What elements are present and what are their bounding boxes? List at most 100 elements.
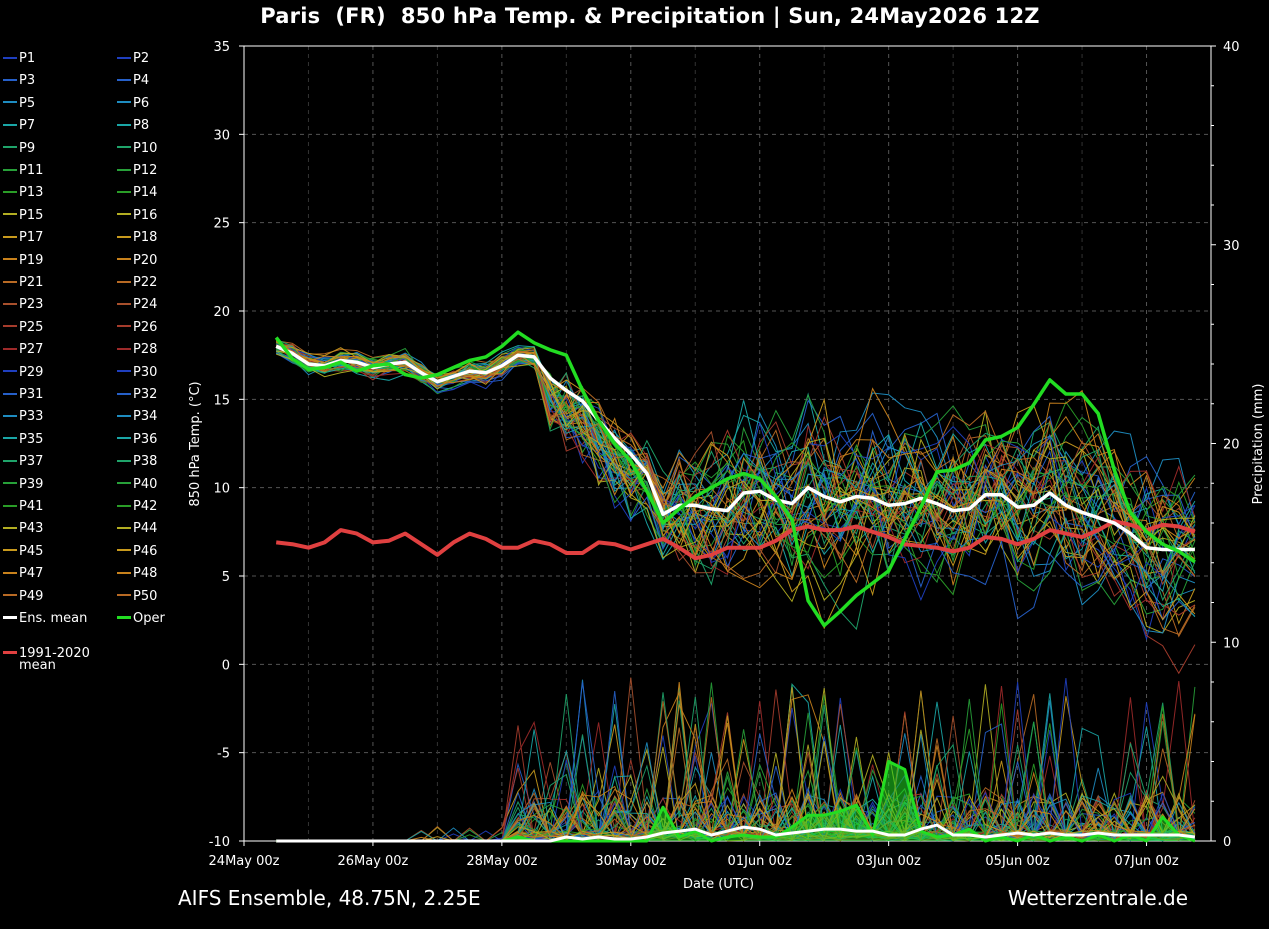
x-tick-label: 05Jun 00z <box>985 854 1050 869</box>
legend-swatch <box>3 571 17 574</box>
legend-swatch <box>3 146 17 149</box>
legend-item-member: P26 <box>117 319 158 335</box>
x-tick-label: 24May 00z <box>209 854 280 869</box>
legend-swatch <box>3 437 17 440</box>
y-tick-label: 20 <box>213 305 230 320</box>
y2-axis-label: Precipitation (mm) <box>1251 384 1266 505</box>
legend-label: P31 <box>19 387 44 402</box>
legend-item-member: P36 <box>117 431 158 447</box>
legend-label: P28 <box>133 342 158 358</box>
oper-line <box>274 330 1196 628</box>
legend-label: P38 <box>133 454 158 470</box>
legend-item-member: P2 <box>117 52 149 66</box>
legend-item-member: P1 <box>3 52 35 66</box>
legend-label: P2 <box>133 51 150 66</box>
legend-label: 1991-2020 <box>19 645 90 661</box>
legend-label: P50 <box>133 588 158 604</box>
legend-swatch <box>3 594 17 597</box>
member-line <box>275 344 1196 602</box>
legend-label: P49 <box>19 588 44 604</box>
legend-label: P16 <box>133 207 158 223</box>
legend-item-member: P30 <box>117 365 157 380</box>
legend-item-member: P11 <box>3 164 43 178</box>
legend-swatch <box>117 190 131 193</box>
legend-swatch <box>117 549 131 552</box>
legend-label: P48 <box>133 566 158 582</box>
legend-item-member: P25 <box>3 319 44 335</box>
legend-swatch <box>117 302 131 305</box>
legend-swatch <box>3 392 17 395</box>
legend-item-member: P21 <box>3 276 43 290</box>
y-tick-label: 5 <box>222 570 230 585</box>
legend-label: P33 <box>19 409 44 425</box>
legend-label: P12 <box>133 163 158 178</box>
legend-swatch <box>3 347 17 350</box>
legend-swatch <box>3 78 17 81</box>
legend-item-member: P48 <box>117 567 157 581</box>
legend-item-member: P47 <box>3 567 43 581</box>
legend-label: P25 <box>19 319 44 335</box>
legend-label: P20 <box>133 252 158 268</box>
legend-item-member: P16 <box>117 207 158 223</box>
y-axis-label: 850 hPa Temp. (°C) <box>188 381 203 506</box>
legend-swatch <box>117 101 131 104</box>
legend-item-member: P9 <box>3 141 35 156</box>
legend-swatch <box>3 168 17 171</box>
legend-item-member: P17 <box>3 231 43 245</box>
legend-item-member: P20 <box>117 252 158 268</box>
legend-label: mean <box>19 657 56 673</box>
y-tick-label: 0 <box>222 658 230 673</box>
legend-item-member: P49 <box>3 588 44 604</box>
legend-label: P22 <box>133 275 158 290</box>
legend-item-member: P3 <box>3 74 35 88</box>
legend-swatch <box>117 123 131 126</box>
legend-item-member: P38 <box>117 455 157 469</box>
legend-swatch <box>117 235 131 238</box>
plot-frame <box>243 45 1212 842</box>
y2-tick-label: 0 <box>1223 835 1231 850</box>
legend-swatch <box>117 482 131 485</box>
legend-label: P11 <box>19 163 44 178</box>
model-info: AIFS Ensemble, 48.75N, 2.25E <box>178 886 481 910</box>
legend-item-member: P13 <box>3 186 43 200</box>
legend-item-member: P23 <box>3 298 43 312</box>
legend-swatch <box>3 123 17 126</box>
legend-label: P6 <box>133 95 150 111</box>
legend-item-member: P34 <box>117 410 157 424</box>
member-line <box>276 350 1196 559</box>
legend-swatch <box>117 370 131 373</box>
legend-swatch <box>3 235 17 238</box>
legend-swatch <box>117 325 131 328</box>
legend-item-member: P22 <box>117 276 157 290</box>
legend-label: P32 <box>133 387 158 402</box>
legend-swatch <box>3 101 17 104</box>
legend-swatch <box>3 459 17 462</box>
legend-label: P24 <box>133 297 158 313</box>
legend-item-member: P18 <box>117 231 157 245</box>
legend-swatch <box>117 414 131 417</box>
legend-item-member: P40 <box>117 477 157 492</box>
x-tick-label: 30May 00z <box>595 854 666 869</box>
legend-swatch <box>117 168 131 171</box>
x-tick-label: 01Jun 00z <box>728 854 793 869</box>
legend-swatch <box>117 392 131 395</box>
legend-swatch <box>3 414 17 417</box>
legend-swatch <box>117 526 131 529</box>
legend-label: P17 <box>19 230 44 246</box>
legend-label: P5 <box>19 95 36 111</box>
legend-item-member: P33 <box>3 410 43 424</box>
legend-label: P26 <box>133 319 158 335</box>
legend-label: P7 <box>19 118 36 134</box>
legend-label: P45 <box>19 543 44 559</box>
legend-swatch <box>3 302 17 305</box>
legend-label: P27 <box>19 342 44 358</box>
legend-item-member: P6 <box>117 95 150 111</box>
legend-swatch <box>117 459 131 462</box>
member-line <box>275 338 1196 603</box>
y-tick-label: 15 <box>213 393 230 408</box>
legend-label: P35 <box>19 431 44 447</box>
legend-swatch <box>117 213 131 216</box>
legend-label: P36 <box>133 431 158 447</box>
legend-label: P8 <box>133 118 150 134</box>
legend-swatch <box>3 56 17 59</box>
